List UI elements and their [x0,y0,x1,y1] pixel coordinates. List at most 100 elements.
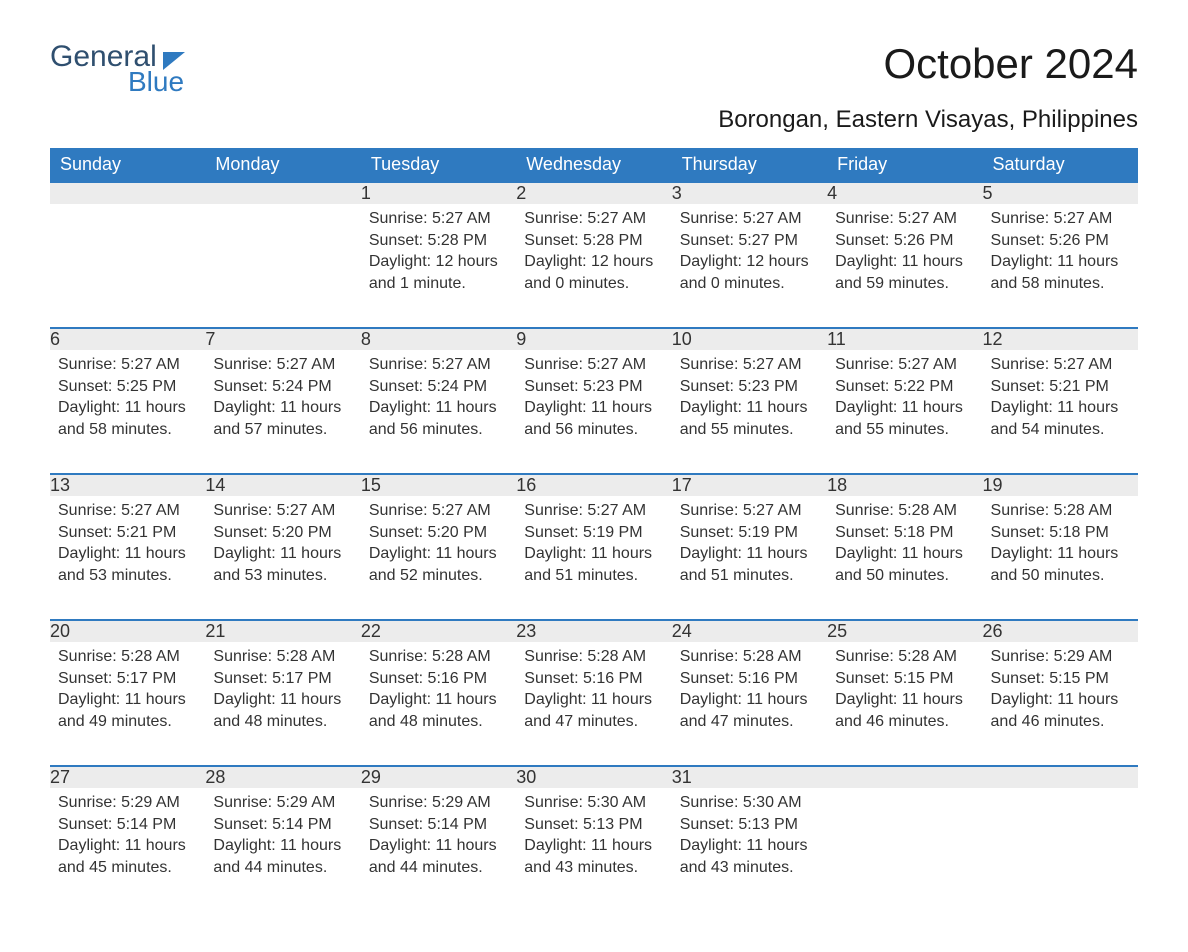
day-cell: Sunrise: 5:27 AMSunset: 5:24 PMDaylight:… [205,350,360,474]
sunset-text: Sunset: 5:21 PM [991,376,1130,398]
week-daynum-row: 13141516171819 [50,474,1138,496]
day-number: 22 [361,620,516,642]
sunset-text: Sunset: 5:20 PM [369,522,508,544]
day-number: 29 [361,766,516,788]
location-subtitle: Borongan, Eastern Visayas, Philippines [50,106,1138,134]
weekday-header: Saturday [983,148,1138,182]
day-number: 14 [205,474,360,496]
day-text: Sunrise: 5:27 AMSunset: 5:21 PMDaylight:… [50,496,205,596]
day-cell: Sunrise: 5:28 AMSunset: 5:18 PMDaylight:… [827,496,982,620]
sunset-text: Sunset: 5:15 PM [991,668,1130,690]
daylight-text: Daylight: 11 hours and 44 minutes. [369,835,508,878]
day-number: 6 [50,328,205,350]
day-text: Sunrise: 5:30 AMSunset: 5:13 PMDaylight:… [672,788,827,888]
day-text: Sunrise: 5:28 AMSunset: 5:16 PMDaylight:… [516,642,671,742]
day-cell: Sunrise: 5:27 AMSunset: 5:22 PMDaylight:… [827,350,982,474]
sunset-text: Sunset: 5:21 PM [58,522,197,544]
sunrise-text: Sunrise: 5:29 AM [991,646,1130,668]
day-text: Sunrise: 5:29 AMSunset: 5:14 PMDaylight:… [50,788,205,888]
daylight-text: Daylight: 11 hours and 54 minutes. [991,397,1130,440]
daylight-text: Daylight: 11 hours and 48 minutes. [369,689,508,732]
sunset-text: Sunset: 5:25 PM [58,376,197,398]
day-number: 16 [516,474,671,496]
sunset-text: Sunset: 5:26 PM [991,230,1130,252]
sunset-text: Sunset: 5:13 PM [524,814,663,836]
sunset-text: Sunset: 5:19 PM [680,522,819,544]
day-text: Sunrise: 5:29 AMSunset: 5:14 PMDaylight:… [205,788,360,888]
sunrise-text: Sunrise: 5:27 AM [680,500,819,522]
sunrise-text: Sunrise: 5:28 AM [991,500,1130,522]
day-cell: Sunrise: 5:27 AMSunset: 5:25 PMDaylight:… [50,350,205,474]
daylight-text: Daylight: 11 hours and 59 minutes. [835,251,974,294]
day-cell: Sunrise: 5:29 AMSunset: 5:14 PMDaylight:… [50,788,205,912]
sunset-text: Sunset: 5:22 PM [835,376,974,398]
day-cell: Sunrise: 5:27 AMSunset: 5:19 PMDaylight:… [672,496,827,620]
day-text: Sunrise: 5:28 AMSunset: 5:17 PMDaylight:… [205,642,360,742]
daylight-text: Daylight: 11 hours and 55 minutes. [680,397,819,440]
day-number: 9 [516,328,671,350]
sunrise-text: Sunrise: 5:27 AM [369,208,508,230]
sunrise-text: Sunrise: 5:28 AM [835,500,974,522]
day-number: 27 [50,766,205,788]
sunset-text: Sunset: 5:17 PM [58,668,197,690]
sunrise-text: Sunrise: 5:28 AM [58,646,197,668]
day-number [205,182,360,204]
sunset-text: Sunset: 5:16 PM [680,668,819,690]
day-cell: Sunrise: 5:30 AMSunset: 5:13 PMDaylight:… [672,788,827,912]
sunset-text: Sunset: 5:16 PM [524,668,663,690]
day-cell: Sunrise: 5:28 AMSunset: 5:16 PMDaylight:… [361,642,516,766]
sunrise-text: Sunrise: 5:29 AM [213,792,352,814]
day-number [827,766,982,788]
daylight-text: Daylight: 11 hours and 58 minutes. [991,251,1130,294]
sunrise-text: Sunrise: 5:27 AM [835,208,974,230]
daylight-text: Daylight: 11 hours and 55 minutes. [835,397,974,440]
daylight-text: Daylight: 11 hours and 49 minutes. [58,689,197,732]
logo-text-2: Blue [128,66,184,98]
day-cell: Sunrise: 5:27 AMSunset: 5:20 PMDaylight:… [205,496,360,620]
day-number: 4 [827,182,982,204]
day-text: Sunrise: 5:27 AMSunset: 5:23 PMDaylight:… [516,350,671,450]
day-number: 12 [983,328,1138,350]
day-cell: Sunrise: 5:29 AMSunset: 5:14 PMDaylight:… [205,788,360,912]
day-cell: Sunrise: 5:27 AMSunset: 5:23 PMDaylight:… [672,350,827,474]
day-cell: Sunrise: 5:27 AMSunset: 5:28 PMDaylight:… [516,204,671,328]
day-number: 2 [516,182,671,204]
daylight-text: Daylight: 11 hours and 52 minutes. [369,543,508,586]
sunrise-text: Sunrise: 5:28 AM [524,646,663,668]
sunset-text: Sunset: 5:14 PM [369,814,508,836]
sunset-text: Sunset: 5:16 PM [369,668,508,690]
day-text: Sunrise: 5:28 AMSunset: 5:16 PMDaylight:… [672,642,827,742]
day-text: Sunrise: 5:27 AMSunset: 5:19 PMDaylight:… [672,496,827,596]
day-cell: Sunrise: 5:27 AMSunset: 5:24 PMDaylight:… [361,350,516,474]
daylight-text: Daylight: 11 hours and 46 minutes. [991,689,1130,732]
weekday-header-row: Sunday Monday Tuesday Wednesday Thursday… [50,148,1138,182]
day-cell: Sunrise: 5:29 AMSunset: 5:15 PMDaylight:… [983,642,1138,766]
day-cell: Sunrise: 5:28 AMSunset: 5:16 PMDaylight:… [516,642,671,766]
day-number: 24 [672,620,827,642]
week-content-row: Sunrise: 5:27 AM Sunset: 5:21 PM Daylight:… [50,496,1138,620]
day-number [983,766,1138,788]
sunset-text: Sunset: 5:13 PM [680,814,819,836]
sunrise-text: Sunrise: 5:27 AM [524,500,663,522]
sunset-text: Sunset: 5:23 PM [680,376,819,398]
week-content-row: Sunrise: 5:27 AM Sunset: 5:25 PM Daylight:… [50,350,1138,474]
sunset-text: Sunset: 5:28 PM [524,230,663,252]
day-text: Sunrise: 5:27 AMSunset: 5:24 PMDaylight:… [205,350,360,450]
day-text: Sunrise: 5:28 AMSunset: 5:16 PMDaylight:… [361,642,516,742]
day-cell [205,204,360,328]
day-cell [50,204,205,328]
daylight-text: Daylight: 12 hours and 0 minutes. [524,251,663,294]
sunset-text: Sunset: 5:15 PM [835,668,974,690]
day-text: Sunrise: 5:27 AMSunset: 5:19 PMDaylight:… [516,496,671,596]
day-number: 17 [672,474,827,496]
day-text: Sunrise: 5:27 AMSunset: 5:20 PMDaylight:… [205,496,360,596]
sunset-text: Sunset: 5:17 PM [213,668,352,690]
sunset-text: Sunset: 5:24 PM [369,376,508,398]
sunset-text: Sunset: 5:20 PM [213,522,352,544]
sunset-text: Sunset: 5:18 PM [991,522,1130,544]
day-text: Sunrise: 5:27 AMSunset: 5:22 PMDaylight:… [827,350,982,450]
sunrise-text: Sunrise: 5:27 AM [991,354,1130,376]
day-text: Sunrise: 5:28 AMSunset: 5:15 PMDaylight:… [827,642,982,742]
daylight-text: Daylight: 11 hours and 56 minutes. [524,397,663,440]
day-cell: Sunrise: 5:28 AMSunset: 5:18 PMDaylight:… [983,496,1138,620]
